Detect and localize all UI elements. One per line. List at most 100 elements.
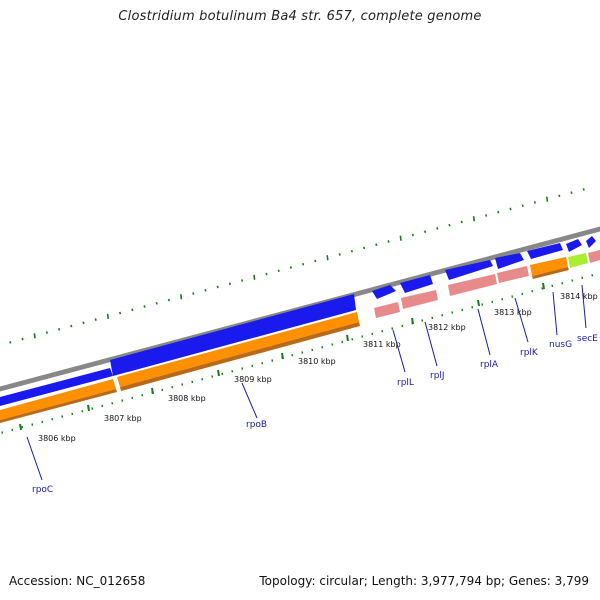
gene-label-nusG: nusG: [549, 340, 572, 350]
minor-tick: [521, 292, 524, 296]
ruler-major-tick: [346, 334, 349, 342]
nusG-forward-feature: [527, 243, 563, 259]
outer-tick: [265, 272, 268, 276]
ruler-tick-label: 3807 kbp: [104, 414, 142, 423]
secE-cds-feature: [568, 253, 588, 268]
edge-forward-feature: [586, 236, 596, 248]
outer-tick: [58, 328, 61, 331]
outer-tick: [241, 279, 244, 282]
outer-tick: [399, 235, 402, 241]
minor-tick: [11, 428, 14, 432]
gene-leader-line: [26, 436, 43, 481]
minor-tick: [1, 431, 4, 434]
gene-label-secE: secE: [577, 334, 598, 344]
ruler-labels: 3806 kbp 3807 kbp 3808 kbp 3809 kbp 3810 kbp…: [19, 282, 598, 443]
outer-tick: [119, 311, 122, 315]
outer-tick: [204, 288, 207, 292]
minor-tick: [251, 364, 254, 368]
outer-tick: [448, 223, 451, 227]
minor-tick: [261, 361, 264, 365]
outer-tick: [228, 282, 231, 286]
ruler-major-tick: [477, 299, 480, 307]
minor-tick: [21, 425, 24, 429]
ruler-major-tick: [411, 317, 414, 325]
minor-tick: [591, 273, 594, 277]
outer-tick: [460, 220, 463, 224]
outer-tick: [570, 191, 573, 194]
gene-leader-line: [392, 329, 406, 373]
minor-tick: [571, 279, 574, 282]
rplJ-cds-feature: [401, 290, 438, 309]
minor-tick: [111, 401, 114, 405]
nusG-cds-feature: [530, 257, 568, 276]
minor-tick: [181, 383, 184, 386]
minor-tick: [491, 300, 494, 304]
map-title: Clostridium botulinum Ba4 str. 657, comp…: [118, 9, 482, 24]
outer-tick: [350, 249, 353, 253]
minor-tick: [171, 385, 174, 389]
rpoC-forward-feature: [0, 368, 113, 406]
outer-tick: [45, 331, 48, 334]
outer-tick: [472, 216, 475, 222]
minor-tick: [321, 345, 324, 349]
gene-label-rplL: rplL: [397, 378, 414, 388]
gene-labels: rpoC rpoB rplL rplJ rplA rplK nusG secE: [26, 284, 598, 495]
minor-tick: [191, 380, 194, 384]
outer-tick: [387, 240, 390, 243]
minor-tick: [501, 297, 504, 301]
minor-tick: [71, 412, 74, 416]
gene-leader-line: [514, 297, 529, 343]
outer-tick: [216, 285, 219, 289]
minor-tick: [141, 393, 144, 397]
minor-tick: [381, 329, 384, 333]
outer-tick: [33, 333, 36, 339]
ruler-major-tick: [217, 369, 220, 377]
ruler-major-tick: [542, 282, 545, 290]
outer-tick-ruler: [9, 188, 585, 344]
gene-leader-line: [477, 308, 491, 356]
minor-tick: [331, 343, 334, 346]
minor-tick: [161, 388, 164, 392]
outer-tick: [582, 188, 585, 191]
minor-tick: [271, 359, 274, 362]
minor-tick: [221, 372, 224, 376]
minor-tick: [531, 289, 534, 293]
minor-tick: [451, 311, 454, 314]
outer-tick: [143, 305, 146, 308]
minor-tick: [61, 415, 64, 418]
outer-tick: [326, 255, 329, 261]
ruler-major-tick: [87, 404, 90, 412]
gene-leader-line: [552, 291, 558, 336]
cds-track: [0, 250, 600, 423]
outer-tick: [314, 259, 317, 263]
minor-tick: [311, 348, 314, 352]
edge-cds-feature: [588, 250, 600, 263]
minor-tick: [421, 319, 424, 322]
ruler-tick-label: 3813 kbp: [494, 308, 532, 317]
minor-tick: [431, 316, 434, 320]
outer-tick: [375, 243, 378, 247]
rplK-forward-feature: [495, 253, 524, 269]
minor-tick: [441, 313, 444, 317]
outer-tick: [485, 214, 488, 217]
minor-tick: [91, 407, 94, 410]
minor-tick: [511, 295, 514, 298]
outer-tick: [155, 301, 158, 305]
rpoC-cds-shade: [0, 389, 117, 423]
gene-leader-line: [241, 382, 258, 419]
minor-tick: [81, 409, 84, 413]
minor-tick: [461, 308, 464, 312]
rpoC-cds-feature: [0, 379, 116, 420]
minor-tick: [551, 284, 554, 288]
minor-tick: [561, 281, 564, 285]
gene-label-rpoB: rpoB: [246, 420, 267, 430]
rplL-forward-feature: [372, 285, 396, 299]
outer-tick: [167, 298, 170, 302]
rplL-cds-feature: [374, 302, 400, 318]
minor-tick: [541, 287, 544, 290]
gene-label-rpoC: rpoC: [32, 485, 53, 495]
topology-text: Topology: circular; Length: 3,977,794 bp…: [259, 574, 589, 588]
ruler-tick-label: 3809 kbp: [234, 375, 272, 384]
outer-tick: [94, 318, 97, 321]
